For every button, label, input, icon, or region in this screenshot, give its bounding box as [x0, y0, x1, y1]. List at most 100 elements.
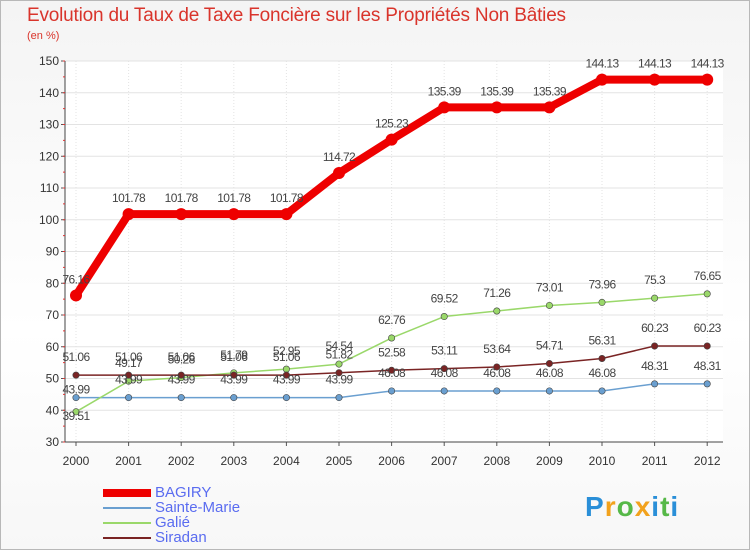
data-point: [72, 394, 80, 402]
data-point: [648, 73, 661, 86]
data-label: 43.99: [273, 373, 301, 387]
data-point: [596, 73, 608, 86]
data-label: 43.99: [62, 383, 90, 397]
data-label: 73.01: [536, 280, 564, 294]
legend-label: Sainte-Marie: [155, 499, 241, 516]
data-point: [70, 289, 82, 302]
data-label: 51.06: [168, 350, 196, 364]
data-point: [545, 301, 553, 309]
data-point: [493, 307, 501, 315]
tick-label-x: 2005: [326, 454, 353, 468]
data-label: 69.52: [431, 292, 459, 306]
data-point: [490, 101, 503, 114]
data-label: 76.16: [62, 272, 90, 286]
tick-label-y: 40: [46, 403, 60, 417]
data-point: [438, 101, 451, 114]
data-label: 51.06: [273, 350, 301, 364]
logo-letter: P: [585, 491, 605, 522]
logo-letter: t: [660, 491, 671, 522]
data-label: 135.39: [533, 84, 567, 98]
data-label: 62.76: [378, 313, 406, 327]
tick-label-y: 150: [39, 54, 59, 68]
data-point: [493, 387, 501, 395]
data-label: 135.39: [480, 84, 514, 98]
data-point: [703, 290, 711, 298]
data-point: [388, 366, 396, 374]
data-label: 39.51: [62, 409, 90, 423]
data-label: 53.11: [431, 344, 458, 358]
data-label: 101.78: [112, 191, 146, 205]
data-label: 60.23: [694, 321, 722, 335]
data-label: 52.58: [378, 345, 406, 359]
data-point: [282, 365, 290, 373]
data-label: 51.06: [115, 350, 143, 364]
data-label: 46.08: [588, 366, 616, 380]
data-point: [335, 360, 343, 368]
tick-label-x: 2012: [694, 454, 721, 468]
data-point: [175, 208, 188, 221]
tick-label-x: 2008: [483, 454, 510, 468]
data-label: 51.06: [62, 350, 90, 364]
data-label: 46.08: [483, 366, 511, 380]
data-label: 101.78: [217, 191, 251, 205]
data-label: 48.31: [641, 359, 669, 373]
data-point: [177, 394, 185, 402]
legend-swatch: [103, 537, 151, 539]
data-point: [545, 360, 553, 368]
tick-label-x: 2007: [431, 454, 458, 468]
data-point: [493, 363, 501, 371]
tick-label-x: 2010: [589, 454, 616, 468]
data-point: [335, 394, 343, 402]
proxiti-logo: Proxiti: [585, 491, 679, 523]
data-point: [703, 342, 711, 350]
tick-label-y: 70: [46, 308, 60, 322]
data-label: 114.72: [323, 150, 356, 164]
tick-label-x: 2002: [168, 454, 195, 468]
data-label: 49.17: [115, 356, 143, 370]
y-axis-unit-label: (en %): [27, 30, 60, 42]
data-point: [333, 167, 345, 180]
data-point: [543, 101, 556, 114]
data-label: 46.08: [431, 366, 459, 380]
tick-label-y: 140: [39, 86, 59, 100]
data-label: 60.23: [641, 321, 669, 335]
data-label: 51.82: [325, 348, 353, 362]
data-label: 71.26: [483, 286, 511, 300]
data-point: [72, 408, 80, 416]
data-point: [125, 394, 133, 402]
tick-label-x: 2000: [63, 454, 90, 468]
data-label: 43.99: [325, 373, 353, 387]
data-label: 46.08: [378, 366, 406, 380]
chart-title: Evolution du Taux de Taxe Foncière sur l…: [27, 5, 566, 26]
data-label: 43.99: [168, 373, 196, 387]
data-label: 54.71: [536, 339, 564, 353]
tick-label-x: 2009: [536, 454, 563, 468]
data-label: 46.08: [536, 366, 564, 380]
data-point: [598, 387, 606, 395]
data-label: 53.64: [483, 342, 511, 356]
data-point: [651, 342, 659, 350]
data-point: [440, 365, 448, 373]
tick-label-y: 90: [46, 245, 60, 259]
data-point: [125, 371, 133, 379]
data-label: 125.23: [375, 117, 409, 131]
data-label: 135.39: [428, 84, 462, 98]
data-point: [703, 380, 711, 388]
data-point: [385, 133, 398, 146]
data-point: [440, 387, 448, 395]
tick-label-y: 80: [46, 276, 60, 290]
tick-label-x: 2006: [378, 454, 405, 468]
data-label: 51.79: [220, 348, 248, 362]
legend-swatch: [103, 522, 151, 524]
data-point: [388, 387, 396, 395]
tick-label-x: 2003: [220, 454, 247, 468]
tick-label-y: 130: [39, 118, 59, 132]
legend-label: BAGIRY: [155, 484, 212, 501]
tick-label-y: 60: [46, 340, 60, 354]
logo-letter: r: [604, 491, 617, 522]
data-point: [177, 371, 185, 379]
data-point: [598, 298, 606, 306]
data-point: [282, 394, 290, 402]
